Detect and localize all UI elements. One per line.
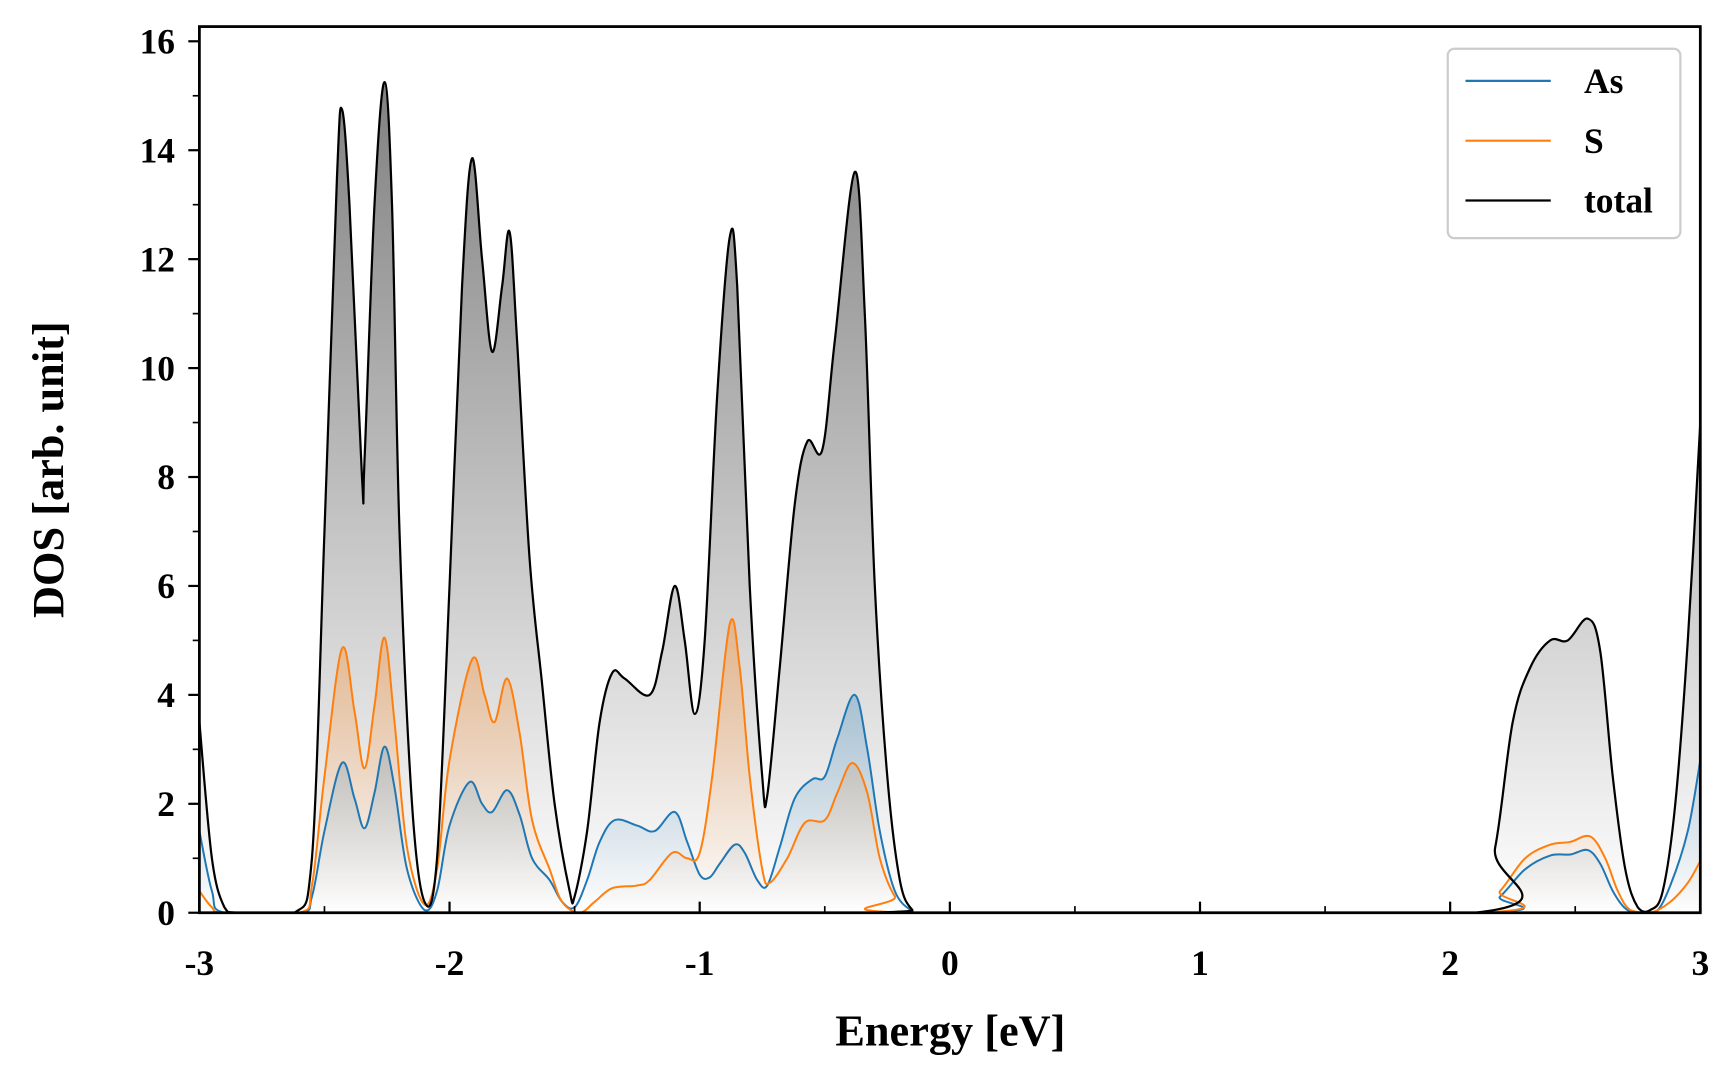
y-tick-label: 0 (157, 893, 175, 933)
line-total (199, 81, 1701, 913)
y-tick-label: 14 (140, 130, 176, 170)
x-tick-label: -1 (685, 943, 715, 983)
x-tick-label: 3 (1691, 943, 1709, 983)
fill-s (199, 619, 1701, 913)
x-tick-label: -2 (435, 943, 465, 983)
y-tick-label: 10 (140, 348, 175, 388)
legend-box (1446, 47, 1682, 240)
y-axis-label: DOS [arb. unit] (24, 321, 73, 618)
x-tick-label: 0 (941, 943, 959, 983)
legend-label-as: As (1584, 61, 1623, 101)
x-tick-label: -3 (185, 943, 215, 983)
fill-as (199, 694, 1701, 913)
legend-label-s: S (1584, 121, 1604, 161)
plot-frame (198, 25, 1702, 915)
y-tick-label: 6 (157, 566, 175, 606)
y-tick-label: 4 (157, 675, 175, 715)
x-axis-label: Energy [eV] (835, 1007, 1065, 1056)
y-tick-label: 2 (157, 784, 175, 824)
legend-label-total: total (1584, 181, 1653, 221)
y-tick-label: 8 (157, 457, 175, 497)
x-tick-label: 1 (1191, 943, 1209, 983)
x-tick-label: 2 (1441, 943, 1459, 983)
line-as (199, 693, 1701, 913)
y-tick-label: 16 (140, 21, 175, 61)
line-s (199, 618, 1701, 913)
y-tick-label: 12 (140, 239, 175, 279)
